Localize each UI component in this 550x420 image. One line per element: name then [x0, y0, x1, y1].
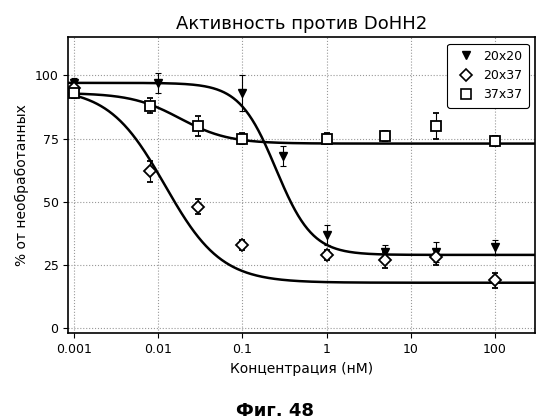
Y-axis label: % от необработанных: % от необработанных	[15, 105, 29, 266]
Legend: 20x20, 20x37, 37x37: 20x20, 20x37, 37x37	[447, 44, 529, 108]
Title: Активность против DoHH2: Активность против DoHH2	[176, 15, 427, 33]
X-axis label: Концентрация (нМ): Концентрация (нМ)	[230, 362, 373, 375]
Text: Фиг. 48: Фиг. 48	[236, 402, 314, 420]
